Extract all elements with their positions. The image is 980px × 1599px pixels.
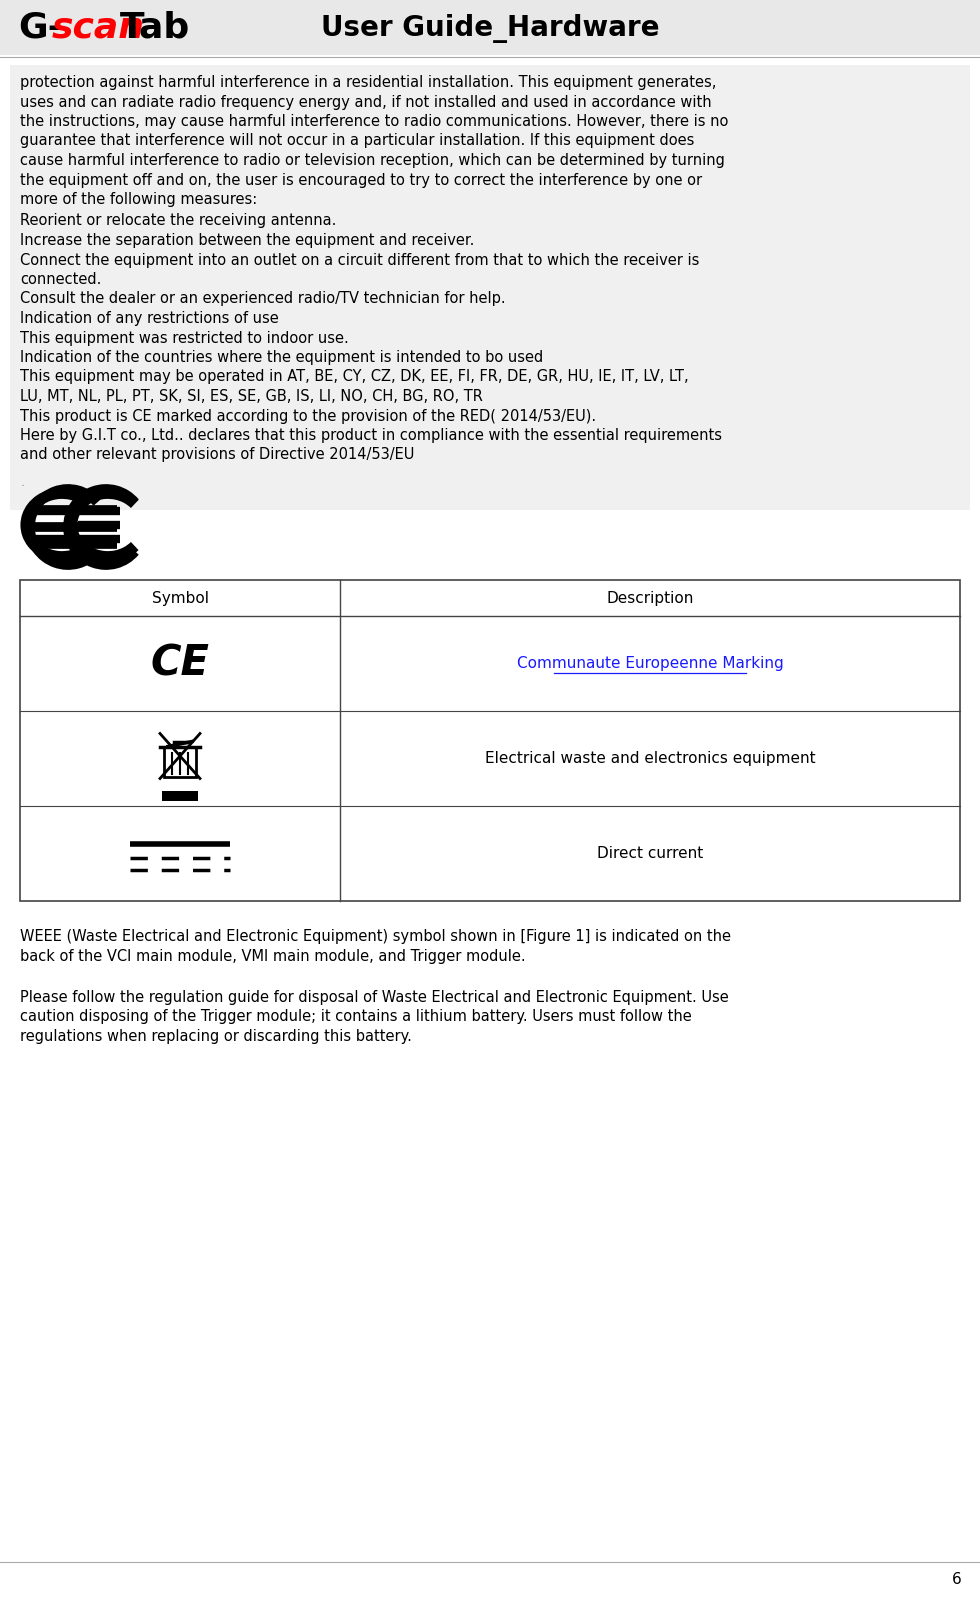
- Text: regulations when replacing or discarding this battery.: regulations when replacing or discarding…: [20, 1030, 412, 1044]
- Text: This equipment may be operated in AT, BE, CY, CZ, DK, EE, FI, FR, DE, GR, HU, IE: This equipment may be operated in AT, BE…: [20, 369, 689, 384]
- FancyBboxPatch shape: [162, 790, 198, 801]
- Text: LU, MT, NL, PL, PT, SK, SI, ES, SE, GB, IS, LI, NO, CH, BG, RO, TR: LU, MT, NL, PL, PT, SK, SI, ES, SE, GB, …: [20, 389, 483, 405]
- Text: protection against harmful interference in a residential installation. This equi: protection against harmful interference …: [20, 75, 716, 90]
- Text: Please follow the regulation guide for disposal of Waste Electrical and Electron: Please follow the regulation guide for d…: [20, 990, 729, 1006]
- Text: 6: 6: [953, 1572, 962, 1586]
- Text: uses and can radiate radio frequency energy and, if not installed and used in ac: uses and can radiate radio frequency ene…: [20, 94, 711, 109]
- Text: back of the VCI main module, VMI main module, and Trigger module.: back of the VCI main module, VMI main mo…: [20, 948, 525, 964]
- Text: cause harmful interference to radio or television reception, which can be determ: cause harmful interference to radio or t…: [20, 154, 725, 168]
- Text: Communaute Europeenne Marking: Communaute Europeenne Marking: [516, 656, 783, 672]
- Text: caution disposing of the Trigger module; it contains a lithium battery. Users mu: caution disposing of the Trigger module;…: [20, 1009, 692, 1025]
- Text: This equipment was restricted to indoor use.: This equipment was restricted to indoor …: [20, 331, 349, 345]
- Text: G-: G-: [18, 10, 63, 45]
- Text: Indication of the countries where the equipment is intended to bo used: Indication of the countries where the eq…: [20, 350, 543, 365]
- Text: and other relevant provisions of Directive 2014/53/EU: and other relevant provisions of Directi…: [20, 448, 415, 462]
- Text: Reorient or relocate the receiving antenna.: Reorient or relocate the receiving anten…: [20, 214, 336, 229]
- FancyBboxPatch shape: [10, 66, 970, 510]
- Text: the equipment off and on, the user is encouraged to try to correct the interfere: the equipment off and on, the user is en…: [20, 173, 702, 187]
- Text: This product is CE marked according to the provision of the RED( 2014/53/EU).: This product is CE marked according to t…: [20, 408, 596, 424]
- Text: Description: Description: [607, 590, 694, 606]
- Text: Indication of any restrictions of use: Indication of any restrictions of use: [20, 310, 278, 326]
- Text: CE: CE: [20, 484, 134, 563]
- Text: Consult the dealer or an experienced radio/TV technician for help.: Consult the dealer or an experienced rad…: [20, 291, 506, 307]
- Text: WEEE (Waste Electrical and Electronic Equipment) symbol shown in [Figure 1] is i: WEEE (Waste Electrical and Electronic Eq…: [20, 929, 731, 943]
- Text: the instructions, may cause harmful interference to radio communications. Howeve: the instructions, may cause harmful inte…: [20, 114, 728, 130]
- FancyBboxPatch shape: [20, 580, 960, 900]
- FancyBboxPatch shape: [0, 0, 980, 54]
- Text: Direct current: Direct current: [597, 846, 703, 860]
- Text: Symbol: Symbol: [152, 590, 209, 606]
- Text: guarantee that interference will not occur in a particular installation. If this: guarantee that interference will not occ…: [20, 133, 695, 149]
- Text: Connect the equipment into an outlet on a circuit different from that to which t: Connect the equipment into an outlet on …: [20, 253, 700, 267]
- Text: CE: CE: [151, 643, 210, 684]
- Text: Here by G.I.T co., Ltd.. declares that this product in compliance with the essen: Here by G.I.T co., Ltd.. declares that t…: [20, 429, 722, 443]
- Text: Tab: Tab: [120, 10, 190, 45]
- Text: connected.: connected.: [20, 272, 101, 286]
- Text: Electrical waste and electronics equipment: Electrical waste and electronics equipme…: [485, 752, 815, 766]
- Text: Increase the separation between the equipment and receiver.: Increase the separation between the equi…: [20, 233, 474, 248]
- Text: more of the following measures:: more of the following measures:: [20, 192, 257, 206]
- Text: scan: scan: [52, 10, 145, 45]
- Text: User Guide_Hardware: User Guide_Hardware: [320, 14, 660, 43]
